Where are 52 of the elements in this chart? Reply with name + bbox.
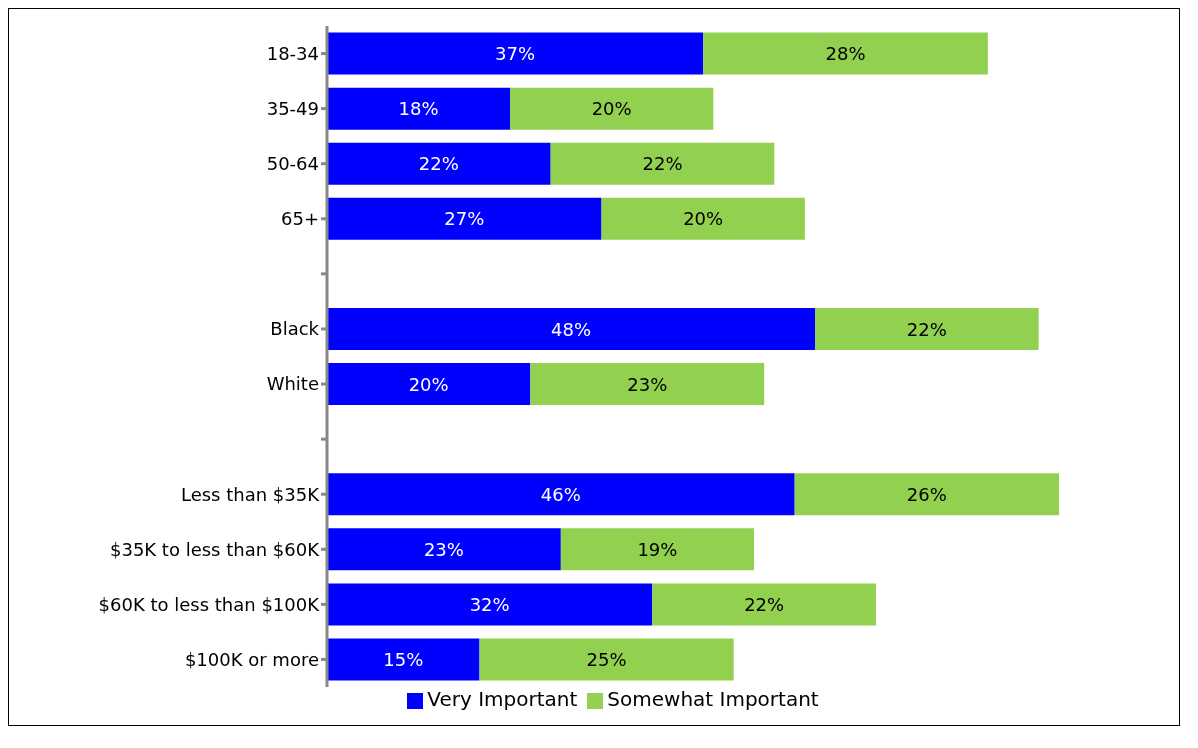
y-tick-label: 50-64: [266, 153, 319, 175]
data-label: 15%: [383, 649, 424, 671]
data-label: 23%: [423, 538, 464, 560]
bar: [327, 473, 795, 516]
bar: [327, 583, 653, 626]
data-label: 27%: [444, 208, 485, 230]
y-tick-label: White: [266, 373, 319, 395]
y-tick-label: Less than $35K: [180, 483, 321, 505]
bar: [327, 638, 480, 681]
bar: [327, 87, 510, 130]
data-label: 22%: [744, 593, 785, 615]
data-label: 28%: [825, 43, 866, 65]
bar: [601, 197, 805, 240]
bar: [479, 638, 734, 681]
data-label: 22%: [906, 318, 947, 340]
data-label: 22%: [418, 153, 459, 175]
data-label: 25%: [586, 649, 627, 671]
legend-label: Very Important: [427, 687, 578, 711]
bar: [327, 308, 815, 351]
data-label: 20%: [591, 98, 632, 120]
y-tick-label: Black: [270, 318, 320, 340]
data-label: 26%: [906, 483, 947, 505]
bar: [794, 473, 1059, 516]
bar: [327, 528, 561, 571]
bar: [703, 32, 988, 75]
data-label: 23%: [627, 373, 668, 395]
bar: [327, 142, 551, 185]
bar: [327, 32, 704, 75]
bar: [550, 142, 775, 185]
y-tick-label: 65+: [281, 208, 319, 230]
bar: [327, 197, 602, 240]
data-label: 48%: [550, 318, 592, 340]
data-label: 18%: [398, 98, 439, 120]
bar: [652, 583, 876, 626]
y-tick-label: $100K or more: [184, 648, 319, 670]
bar: [510, 87, 714, 130]
data-label: 32%: [469, 593, 510, 615]
bar: [815, 308, 1039, 351]
y-tick-label: 35-49: [266, 98, 319, 120]
y-tick-label: 18-34: [266, 42, 319, 64]
legend-label: Somewhat Important: [607, 687, 819, 711]
y-tick-label: $60K to less than $100K: [98, 593, 321, 615]
data-label: 46%: [540, 483, 581, 505]
data-label: 19%: [637, 538, 678, 560]
data-label: 22%: [642, 153, 683, 175]
data-label: 20%: [408, 373, 449, 395]
data-label: 37%: [495, 43, 536, 65]
bar: [327, 363, 531, 406]
bar: [530, 363, 765, 406]
data-label: 20%: [683, 208, 724, 230]
bar: [560, 528, 754, 571]
y-tick-label: $35K to less than $60K: [109, 538, 321, 560]
